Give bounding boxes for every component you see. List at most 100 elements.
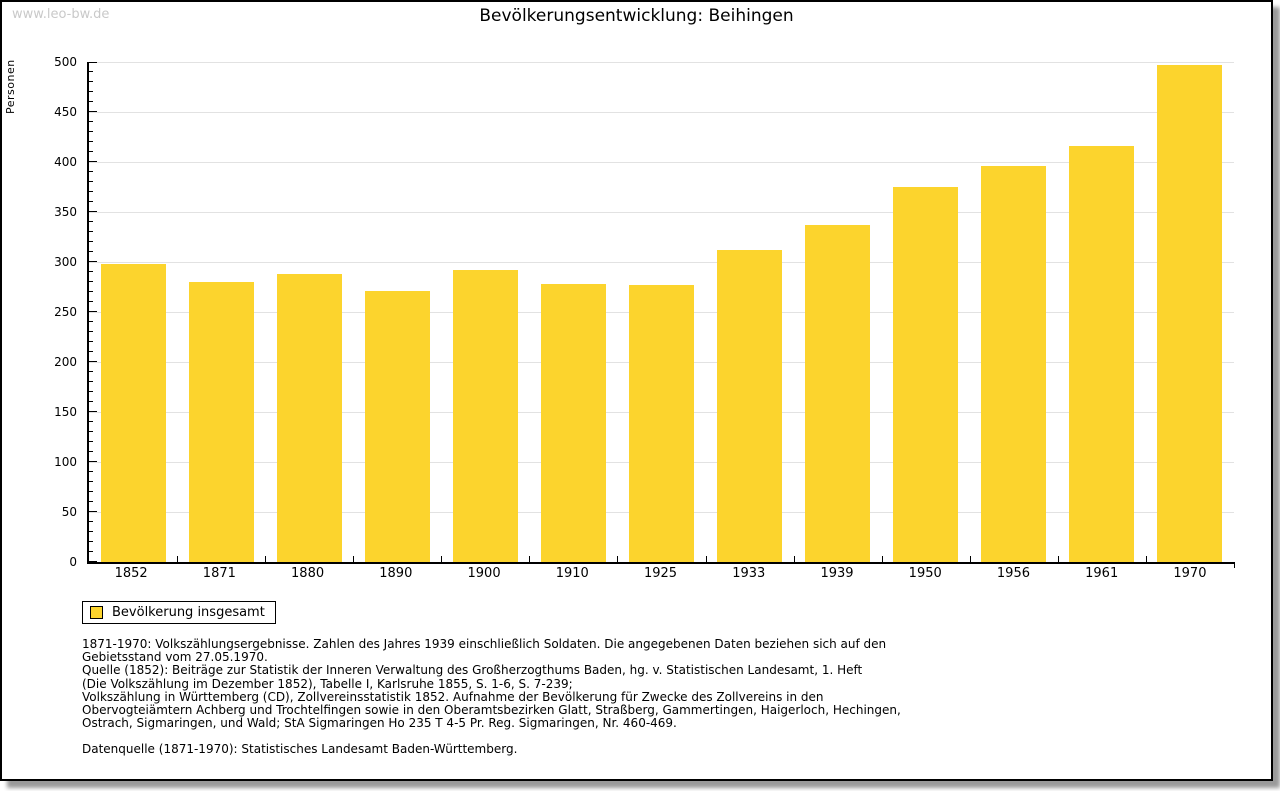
footnote-line-2: Gebietsstand vom 27.05.1970. xyxy=(82,650,268,665)
y-tick-label-350: 350 xyxy=(54,205,77,219)
x-tick-label-1890: 1890 xyxy=(379,566,413,581)
bar-1900 xyxy=(452,270,518,562)
bar-slot-1910 xyxy=(529,62,617,562)
y-minor-tick-160 xyxy=(89,401,93,402)
y-tick-label-50: 50 xyxy=(61,505,77,519)
bar-1890 xyxy=(364,291,430,562)
x-boundary-tick-6 xyxy=(617,556,619,562)
y-minor-tick-490 xyxy=(89,71,93,72)
bar-1933 xyxy=(717,250,783,562)
source-footnotes: 1871-1970: Volkszählungsergebnisse. Zahl… xyxy=(82,637,932,731)
bar-1939 xyxy=(805,225,871,562)
x-tick-label-1956: 1956 xyxy=(996,566,1030,581)
gridline-y-300 xyxy=(89,262,1234,263)
bar-1961 xyxy=(1069,146,1135,562)
y-major-tick-250 xyxy=(89,311,97,312)
bar-slot-1871 xyxy=(177,62,265,562)
y-minor-tick-210 xyxy=(89,351,93,352)
bar-slot-1880 xyxy=(265,62,353,562)
y-minor-tick-270 xyxy=(89,291,93,292)
y-minor-tick-330 xyxy=(89,231,93,232)
footnote-line-3: Quelle (1852): Beiträge zur Statistik de… xyxy=(82,663,863,678)
x-boundary-tick-2 xyxy=(265,556,267,562)
y-tick-label-500: 500 xyxy=(54,55,77,69)
bar-series xyxy=(89,62,1234,562)
y-major-tick-150 xyxy=(89,411,97,412)
y-minor-tick-460 xyxy=(89,101,93,102)
y-minor-tick-30 xyxy=(89,531,93,532)
y-major-tick-0 xyxy=(89,561,97,562)
x-tick-label-1950: 1950 xyxy=(908,566,942,581)
y-major-tick-200 xyxy=(89,361,97,362)
y-minor-tick-430 xyxy=(89,131,93,132)
x-tick-label-1939: 1939 xyxy=(820,566,854,581)
y-minor-tick-230 xyxy=(89,331,93,332)
bar-slot-1961 xyxy=(1058,62,1146,562)
chart-title: Bevölkerungsentwicklung: Beihingen xyxy=(479,6,794,26)
bar-1970 xyxy=(1157,65,1223,562)
gridline-y-500 xyxy=(89,62,1234,63)
y-tick-label-450: 450 xyxy=(54,105,77,119)
y-tick-label-250: 250 xyxy=(54,305,77,319)
y-tick-label-300: 300 xyxy=(54,255,77,269)
y-minor-tick-170 xyxy=(89,391,93,392)
y-minor-tick-240 xyxy=(89,321,93,322)
bar-1852 xyxy=(100,264,166,562)
y-minor-tick-280 xyxy=(89,281,93,282)
y-major-tick-350 xyxy=(89,211,97,212)
bar-1910 xyxy=(540,284,606,562)
y-major-tick-450 xyxy=(89,111,97,112)
x-boundary-tick-12 xyxy=(1145,556,1147,562)
y-minor-tick-220 xyxy=(89,341,93,342)
y-minor-tick-340 xyxy=(89,221,93,222)
x-tick-label-1910: 1910 xyxy=(555,566,589,581)
legend-label: Bevölkerung insgesamt xyxy=(112,605,265,620)
y-minor-tick-110 xyxy=(89,451,93,452)
x-tick-label-1925: 1925 xyxy=(643,566,678,581)
y-tick-label-0: 0 xyxy=(69,555,77,569)
y-minor-tick-80 xyxy=(89,481,93,482)
y-tick-label-200: 200 xyxy=(54,355,77,369)
x-tick-label-1871: 1871 xyxy=(202,566,236,581)
y-minor-tick-190 xyxy=(89,371,93,372)
x-boundary-tick-8 xyxy=(793,556,795,562)
y-tick-label-150: 150 xyxy=(54,405,77,419)
y-minor-tick-40 xyxy=(89,521,93,522)
datasource-note: Datenquelle (1871-1970): Statistisches L… xyxy=(82,742,518,756)
x-axis-tick-labels: 1852 1871 1880 1890 1900 1910 1925 1933 1939 1950… xyxy=(87,566,1234,581)
y-minor-tick-90 xyxy=(89,471,93,472)
x-tick-label-1880: 1880 xyxy=(291,566,325,581)
bar-slot-1956 xyxy=(970,62,1058,562)
y-minor-tick-60 xyxy=(89,501,93,502)
y-major-tick-500 xyxy=(89,62,97,63)
bar-slot-1890 xyxy=(353,62,441,562)
x-boundary-tick-9 xyxy=(881,556,883,562)
y-minor-tick-130 xyxy=(89,431,93,432)
y-minor-tick-470 xyxy=(89,91,93,92)
y-minor-tick-420 xyxy=(89,141,93,142)
y-minor-tick-290 xyxy=(89,271,93,272)
x-boundary-tick-3 xyxy=(353,556,355,562)
bar-slot-1900 xyxy=(441,62,529,562)
y-minor-tick-140 xyxy=(89,421,93,422)
x-boundary-tick-1 xyxy=(177,556,179,562)
x-boundary-tick-4 xyxy=(441,556,443,562)
y-minor-tick-70 xyxy=(89,491,93,492)
x-tick-label-1933: 1933 xyxy=(732,566,766,581)
y-major-tick-100 xyxy=(89,461,97,462)
footnote-line-7: Ostrach, Sigmaringen, und Wald; StA Sigm… xyxy=(82,716,677,731)
bar-slot-1950 xyxy=(882,62,970,562)
x-tick-label-1970: 1970 xyxy=(1173,566,1207,581)
y-minor-tick-180 xyxy=(89,381,93,382)
y-minor-tick-120 xyxy=(89,441,93,442)
footnote-line-6: Obervogteiämtern Achberg und Trochtelfin… xyxy=(82,703,901,718)
x-boundary-tick-5 xyxy=(529,556,531,562)
legend-swatch-icon xyxy=(90,606,103,619)
bar-slot-1933 xyxy=(706,62,794,562)
gridline-y-350 xyxy=(89,212,1234,213)
bar-chart: 0 50 100 150 200 250 300 350 400 450 500 1852 1871 1… xyxy=(2,56,1235,581)
x-tick-label-1961: 1961 xyxy=(1085,566,1119,581)
y-minor-tick-380 xyxy=(89,181,93,182)
bar-slot-1852 xyxy=(89,62,177,562)
gridline-y-400 xyxy=(89,162,1234,163)
